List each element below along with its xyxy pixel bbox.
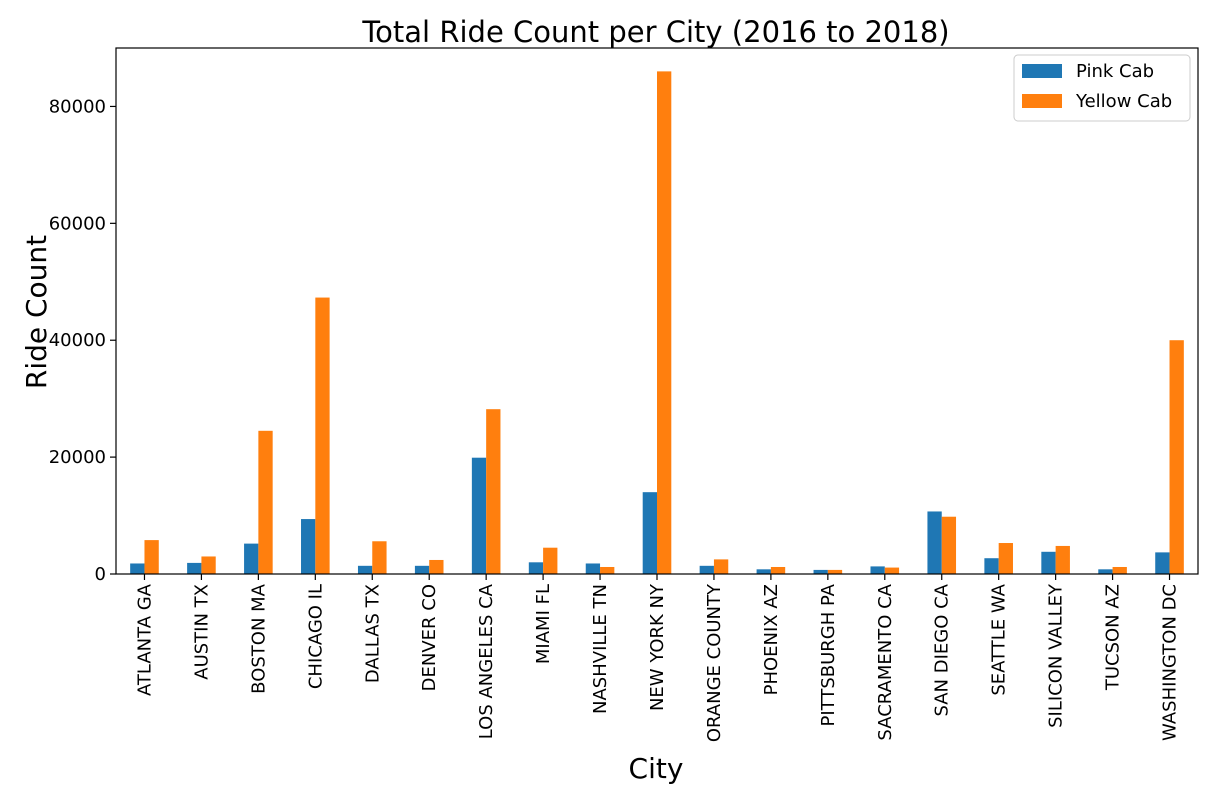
x-tick-label: DENVER CO [419,584,440,691]
chart-title: Total Ride Count per City (2016 to 2018) [361,15,949,49]
y-tick-label: 40000 [49,330,106,351]
legend-swatch [1022,64,1062,78]
x-tick-label: BOSTON MA [248,583,269,694]
x-axis: ATLANTA GA AUSTIN TX BOSTON MA CHICAGO IL DA… [134,574,1181,742]
bar-pink-cab-boston-ma [244,543,259,574]
x-tick-label: LOS ANGELES CA [476,583,497,739]
bar-pink-cab-seattle-wa [984,558,999,574]
x-tick-label: PITTSBURGH PA [818,583,839,726]
y-axis: 0 20000 40000 60000 80000 [49,96,116,585]
legend-label: Yellow Cab [1075,91,1172,112]
x-tick-label: NASHVILLE TN [590,584,611,714]
bar-yellow-cab-pittsburgh-pa [827,569,843,574]
bar-yellow-cab-los-angeles-ca [486,409,501,574]
bar-yellow-cab-seattle-wa [998,543,1013,574]
bar-yellow-cab-atlanta-ga [144,540,159,574]
bar-yellow-cab-new-york-ny [657,71,672,574]
bar-pink-cab-washington-dc [1155,552,1170,574]
y-tick-label: 80000 [49,96,106,117]
bar-pink-cab-nashville-tn [585,563,601,574]
bar-pink-cab-denver-co [414,565,430,574]
x-tick-label: NEW YORK NY [647,583,668,711]
x-axis-label: City [629,752,684,785]
x-tick-label: CHICAGO IL [305,584,326,689]
x-tick-label: SACRAMENTO CA [875,583,896,740]
y-tick-label: 60000 [49,213,106,234]
bar-yellow-cab-miami-fl [543,547,558,574]
x-tick-label: PHOENIX AZ [761,584,782,695]
x-tick-label: WASHINGTON DC [1160,584,1181,741]
bars-group [130,71,1184,574]
bar-yellow-cab-chicago-il [315,297,330,574]
legend: Pink Cab Yellow Cab [1013,54,1191,122]
bar-pink-cab-orange-county [699,565,714,574]
x-tick-label: DALLAS TX [362,584,383,683]
bar-yellow-cab-nashville-tn [600,566,615,574]
bar-pink-cab-sacramento-ca [870,566,885,574]
x-tick-label: ORANGE COUNTY [704,583,725,742]
x-tick-label: SEATTLE WA [989,583,1010,695]
plot-frame [115,47,1199,575]
bar-pink-cab-san-diego-ca [927,511,942,574]
bar-yellow-cab-dallas-tx [372,541,387,574]
legend-label: Pink Cab [1076,61,1154,82]
y-tick-label: 0 [95,564,106,585]
bar-yellow-cab-tucson-az [1112,566,1127,574]
bar-yellow-cab-orange-county [713,559,729,574]
bar-yellow-cab-washington-dc [1169,340,1184,574]
bar-pink-cab-miami-fl [528,562,544,574]
bar-yellow-cab-silicon-valley [1055,545,1070,574]
bar-yellow-cab-boston-ma [258,430,273,574]
bar-pink-cab-dallas-tx [357,565,373,574]
bar-yellow-cab-sacramento-ca [884,567,900,574]
bar-yellow-cab-san-diego-ca [941,516,957,574]
bar-pink-cab-tucson-az [1098,569,1113,574]
x-tick-label: SILICON VALLEY [1046,583,1067,728]
bar-pink-cab-atlanta-ga [130,563,145,574]
y-tick-label: 20000 [49,447,106,468]
legend-swatch [1022,94,1062,108]
bar-pink-cab-phoenix-az [756,569,771,574]
bar-pink-cab-new-york-ny [642,492,657,574]
bar-pink-cab-austin-tx [187,562,202,574]
bar-yellow-cab-austin-tx [201,556,216,574]
bar-pink-cab-los-angeles-ca [471,457,487,574]
x-tick-label: AUSTIN TX [191,584,212,680]
bar-pink-cab-chicago-il [301,519,316,574]
bar-yellow-cab-phoenix-az [770,566,786,574]
x-tick-label: SAN DIEGO CA [932,583,953,716]
bar-pink-cab-silicon-valley [1041,551,1056,574]
bar-pink-cab-pittsburgh-pa [813,569,828,574]
x-tick-label: MIAMI FL [533,584,554,664]
y-axis-label: Ride Count [20,235,53,389]
x-tick-label: TUCSON AZ [1103,584,1124,691]
bar-yellow-cab-denver-co [429,559,444,574]
x-tick-label: ATLANTA GA [134,583,155,696]
